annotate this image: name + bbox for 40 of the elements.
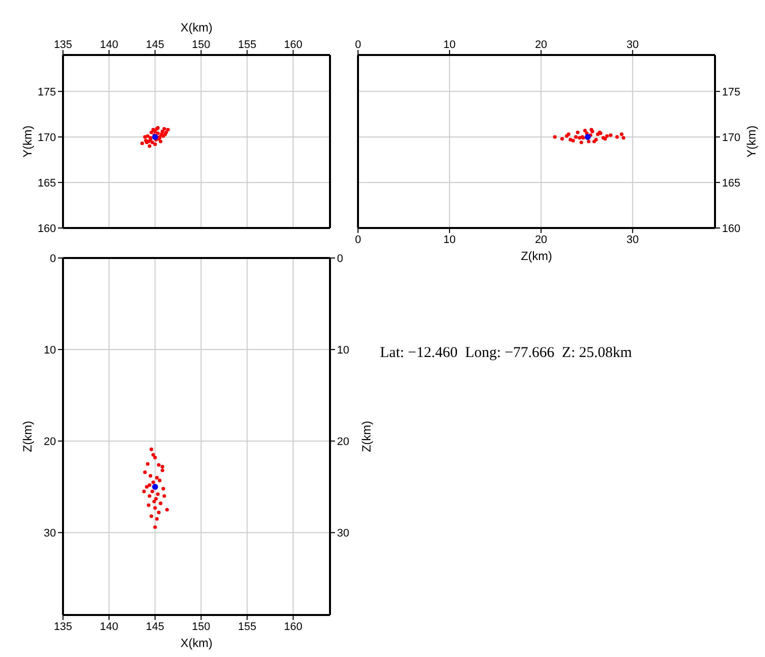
y2-tick-label: 10 xyxy=(337,344,350,356)
y-tick-label: 20 xyxy=(44,436,56,448)
y-tick-label: 0 xyxy=(50,252,56,265)
x-tick-label: 30 xyxy=(626,234,639,246)
x-tick-label: 140 xyxy=(100,620,118,633)
x-tick-label: 20 xyxy=(534,234,548,246)
x-tick-label: 145 xyxy=(146,620,164,633)
x-axis-title: X(km) xyxy=(180,636,212,650)
x-tick-label: 135 xyxy=(54,620,72,633)
y2-tick-label: 175 xyxy=(722,86,740,98)
text: Lat: −12.460 Long: −77.666 Z: 25.08km xyxy=(380,345,633,362)
x-axis-title: X(km) xyxy=(180,20,212,35)
x-tick-label: 135 xyxy=(54,39,72,51)
y-tick-label: 175 xyxy=(38,86,56,98)
x-tick-label: 160 xyxy=(284,620,302,633)
x-tick-label: 155 xyxy=(238,620,256,633)
x-axis-title: Z(km) xyxy=(520,249,552,263)
y2-tick-label: 165 xyxy=(722,177,740,190)
y2-axis-title: Y(km) xyxy=(744,126,758,158)
x-tick-label: 155 xyxy=(238,39,256,51)
x-tick-label: 150 xyxy=(192,620,210,633)
y2-tick-label: 160 xyxy=(722,222,740,235)
y2-tick-label: 20 xyxy=(337,436,350,448)
y2-tick-label: 30 xyxy=(337,528,350,540)
x-tick-label: 140 xyxy=(100,39,118,51)
x-tick-label: 0 xyxy=(354,234,362,246)
y-tick-label: 170 xyxy=(38,132,56,144)
y2-tick-label: 170 xyxy=(722,132,740,144)
y-tick-label: 10 xyxy=(44,344,56,356)
y2-axis-title: Z(km) xyxy=(359,420,374,452)
y-tick-label: 165 xyxy=(38,177,56,190)
y-axis-title: Z(km) xyxy=(20,420,34,452)
x-tick-label: 150 xyxy=(192,39,210,51)
y-tick-label: 160 xyxy=(38,222,56,235)
x-tick-label: 145 xyxy=(146,39,164,51)
x-tick-label: 160 xyxy=(284,39,302,51)
y-tick-label: 30 xyxy=(44,528,56,540)
y2-tick-label: 0 xyxy=(337,252,344,265)
x-tick-label: 10 xyxy=(443,234,456,246)
y-axis-title: Y(km) xyxy=(20,126,34,158)
